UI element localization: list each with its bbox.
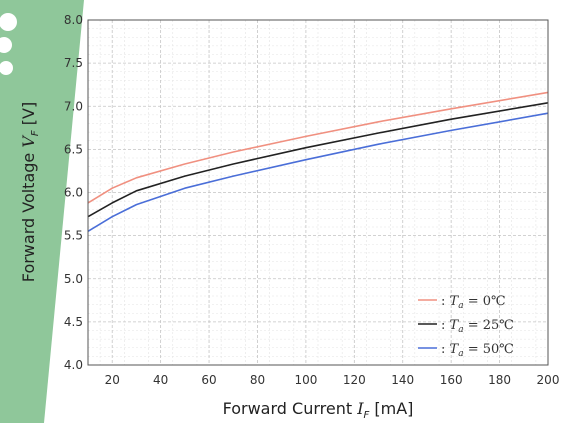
y-tick-label: 8.0 [64,13,83,27]
legend-label-1: : Ta = 25℃ [441,318,514,335]
x-tick-label: 120 [343,373,366,387]
y-tick-label: 7.5 [64,56,83,70]
series-line-2 [87,112,549,232]
y-tick-label: 7.0 [64,99,83,113]
plot-frame [87,19,549,366]
y-tick-label: 4.5 [64,315,83,329]
left-stripe-scallop-1 [0,13,17,31]
legend-entry-2: : Ta = 50℃ [418,342,514,359]
x-tick-label: 40 [153,373,168,387]
x-tick-label: 100 [294,373,317,387]
legend: : Ta = 0℃ : Ta = 25℃ : Ta = 50℃ [418,294,514,359]
series-layer [87,91,549,232]
left-stripe-scallop-3 [0,61,13,75]
x-axis-label: Forward Current IF [mA] [223,399,414,421]
legend-label-0: : Ta = 0℃ [441,294,506,311]
y-axis-symbol: V [19,135,38,148]
y-axis-subscript: F [30,130,41,136]
legend-label-2: : Ta = 50℃ [441,342,514,359]
y-tick-label: 5.5 [64,229,83,243]
y-tick-labels: 4.0 4.5 5.0 5.5 6.0 6.5 7.0 7.5 8.0 [64,13,83,372]
y-axis-label: Forward Voltage VF [V] [19,102,41,282]
series-line-1 [87,102,549,218]
x-tick-label: 140 [391,373,414,387]
legend-entry-1: : Ta = 25℃ [418,318,514,335]
x-tick-label: 180 [488,373,511,387]
x-axis-symbol: I [356,399,364,418]
y-tick-label: 6.5 [64,142,83,156]
x-tick-labels: 20 40 60 80 100 120 140 160 180 200 [105,373,560,387]
y-tick-label: 6.0 [64,186,83,200]
y-tick-label: 4.0 [64,358,83,372]
left-stripe-scallop-2 [0,37,12,53]
x-tick-label: 60 [201,373,216,387]
legend-entry-0: : Ta = 0℃ [418,294,506,311]
left-green-stripe [0,0,84,423]
y-tick-label: 5.0 [64,272,83,286]
series-line-0 [87,91,549,204]
x-tick-label: 20 [105,373,120,387]
x-tick-label: 80 [250,373,265,387]
left-decor-band [0,0,84,423]
x-tick-label: 200 [537,373,560,387]
x-axis-subscript: F [364,410,370,421]
x-tick-label: 160 [440,373,463,387]
